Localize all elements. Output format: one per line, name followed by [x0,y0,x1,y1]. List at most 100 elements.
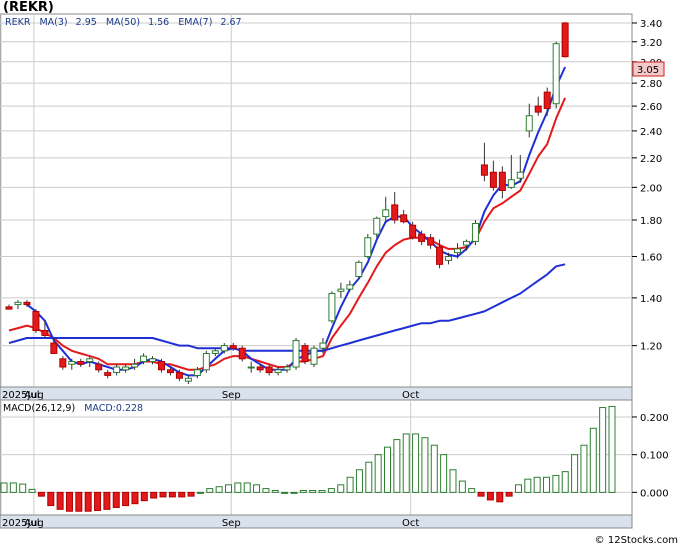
candle [229,343,237,351]
candle [283,364,291,373]
macd-bar-positive [28,488,36,493]
macd-bar-positive [384,446,392,493]
macd-bar-positive [271,489,279,493]
macd-bar-negative [187,491,195,497]
price-tick-label: 2.40 [640,127,662,138]
macd-bar-negative [47,491,55,507]
macd-bar-positive [571,454,579,493]
macd-bar-negative [75,491,83,512]
candle-body-down [534,105,542,113]
candle-body-down [59,358,67,368]
candle [5,304,13,310]
date-label: Sep [222,518,241,529]
candle-body-up [274,369,282,374]
candle-body-up [68,361,76,365]
candle-body-up [247,366,255,369]
candle-body-down [238,347,246,360]
macd-bar-positive [561,471,569,493]
macd-bar-positive [9,482,17,493]
candle-body-up [131,363,139,368]
candle [202,350,210,373]
last-price-label: 3.05 [637,65,659,76]
candle-body-down [489,171,497,188]
candle-body-down [256,366,264,371]
candle-body-up [382,209,390,218]
candle-body-up [552,43,560,105]
candle-body-up [283,366,291,371]
macd-bar-positive [393,439,401,493]
macd-axis: 0.000 0.100 0.200 [632,413,669,499]
macd-bar-positive [421,437,429,493]
macd-bar-positive [468,488,476,493]
macd-bar-positive [253,484,261,493]
legend-ema7-value: 2.67 [220,17,241,28]
candle [489,160,497,191]
candle [310,345,318,368]
macd-bar-positive [458,480,466,493]
candle [23,300,31,307]
price-tick-label: 1.20 [640,342,662,353]
macd-date-band [0,514,633,529]
candle [346,280,354,292]
macd-bar-positive [514,484,522,493]
candle-body-up [14,301,22,306]
candle [274,367,282,376]
macd-tick-label: 0.200 [640,413,669,424]
candle-body-down [166,369,174,374]
candle [149,356,157,365]
macd-bar-positive [599,407,607,493]
candle [77,358,85,368]
candle [471,220,479,246]
candle [247,361,255,373]
macd-bar-negative [37,491,45,497]
candle-body-down [23,301,31,306]
candle [68,358,76,370]
macd-bar-negative [56,491,64,510]
macd-bar-positive [327,488,335,493]
macd-bar-positive [552,474,560,493]
macd-bar-positive [440,454,448,493]
date-label: 2025Jul [2,390,40,401]
macd-bar-negative [168,491,176,498]
macd-bar-negative [94,491,102,511]
candle-body-up [454,248,461,254]
macd-bars [0,405,616,512]
price-axis: 1.201.401.601.802.002.202.402.602.803.00… [632,19,662,353]
candle-body-up [86,358,94,363]
macd-bar-positive [19,483,27,493]
candle [552,41,560,109]
macd-bar-negative [159,491,167,498]
macd-bar-positive [355,469,363,493]
date-label: 2025Jul [2,518,40,529]
candle-body-down [104,372,112,376]
price-tick-label: 2.80 [640,79,662,90]
macd-bar-negative [131,491,139,505]
legend-ma50-value: 1.56 [148,17,169,28]
macd-bar-negative [496,491,504,503]
macd-bar-negative [150,491,158,499]
chart-title: (REKR) [3,0,54,15]
macd-bar-positive [524,478,532,493]
price-tick-label: 2.20 [640,154,662,165]
macd-bar-negative [486,491,494,501]
candle-body-up [445,256,453,261]
candle-body-up [220,345,228,352]
candle-body-up [122,366,130,371]
macd-bar-negative [103,491,111,510]
candle [32,309,40,333]
macd-bar-positive [299,489,307,493]
candle-body-down [391,204,399,221]
candle-body-down [5,306,13,310]
candle [507,155,515,189]
candle [166,367,174,376]
candle-body-down [157,361,165,371]
candle-body-down [409,224,417,239]
macd-legend-value: 0.228 [116,403,143,414]
candle [50,337,58,354]
candle-body-up [319,342,327,349]
macd-bar-positive [589,427,597,493]
candle [355,260,363,279]
candle [193,367,201,379]
candle-body-down [301,345,309,363]
